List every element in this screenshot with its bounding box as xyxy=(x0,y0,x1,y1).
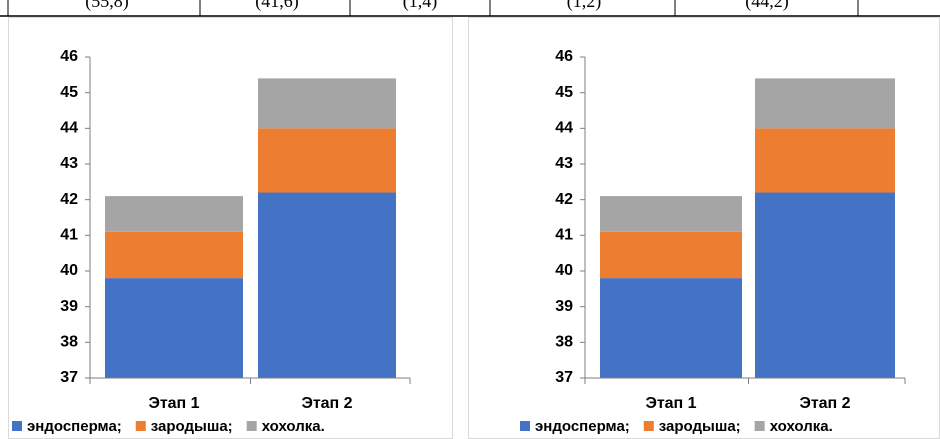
bar-segment xyxy=(105,231,243,279)
y-tick-label: 46 xyxy=(555,48,573,65)
legend-label: эндосперма; xyxy=(535,418,630,435)
table-cell: (44,2) xyxy=(745,0,789,12)
bar-segment xyxy=(105,196,243,232)
table-fragment xyxy=(0,0,940,17)
legend-label: хохолка. xyxy=(262,418,325,435)
y-tick-label: 38 xyxy=(60,334,78,351)
bar-segment xyxy=(600,231,742,279)
y-tick-label: 45 xyxy=(555,84,573,101)
table-cell: (55,8) xyxy=(85,0,129,12)
bar-segment xyxy=(755,192,895,378)
y-tick-label: 42 xyxy=(60,191,78,208)
y-tick-label: 41 xyxy=(60,227,78,244)
bar-segment xyxy=(258,192,396,378)
legend-label: хохолка. xyxy=(770,418,833,435)
x-tick-label: Этап 1 xyxy=(645,395,696,412)
bar-segment xyxy=(258,78,396,129)
legend-swatch xyxy=(12,421,22,431)
y-tick-label: 40 xyxy=(555,262,573,279)
y-tick-label: 46 xyxy=(60,48,78,65)
table-cell: (1,4) xyxy=(403,0,438,12)
legend-swatch xyxy=(246,421,257,431)
y-tick-label: 43 xyxy=(60,155,78,172)
legend-swatch xyxy=(754,421,765,431)
y-tick-label: 38 xyxy=(555,334,573,351)
legend-label: эндосперма; xyxy=(27,418,122,435)
legend-label: зародыша; xyxy=(151,418,233,435)
y-tick-label: 39 xyxy=(555,298,573,315)
y-tick-label: 44 xyxy=(60,120,78,137)
x-tick-label: Этап 2 xyxy=(799,395,850,412)
y-tick-label: 42 xyxy=(555,191,573,208)
legend-label: зародыша; xyxy=(659,418,741,435)
x-tick-label: Этап 2 xyxy=(301,395,352,412)
bar-segment xyxy=(105,278,243,378)
table-cell: (1,2) xyxy=(567,0,602,12)
bar-segment xyxy=(258,128,396,193)
x-tick-label: Этап 1 xyxy=(148,395,199,412)
y-tick-label: 43 xyxy=(555,155,573,172)
legend-swatch xyxy=(643,421,654,431)
y-tick-label: 37 xyxy=(60,369,78,386)
y-tick-label: 44 xyxy=(555,120,573,137)
bar-segment xyxy=(755,78,895,129)
legend-swatch xyxy=(135,421,146,431)
bar-segment xyxy=(600,278,742,378)
y-tick-label: 45 xyxy=(60,84,78,101)
y-tick-label: 41 xyxy=(555,227,573,244)
bar-segment xyxy=(600,196,742,232)
table-cell: (41,6) xyxy=(255,0,299,12)
y-tick-label: 40 xyxy=(60,262,78,279)
bar-segment xyxy=(755,128,895,193)
y-tick-label: 39 xyxy=(60,298,78,315)
legend-swatch xyxy=(520,421,530,431)
y-tick-label: 37 xyxy=(555,369,573,386)
